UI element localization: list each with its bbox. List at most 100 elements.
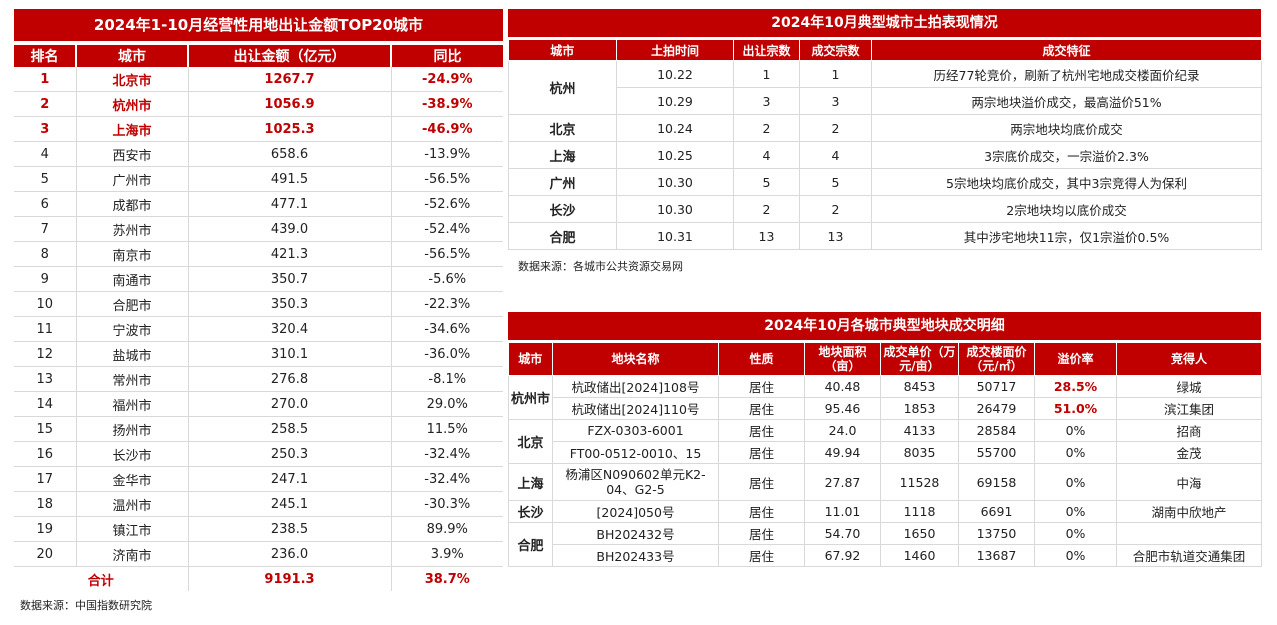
area-cell: 24.0 — [804, 419, 881, 442]
amount-cell: 658.6 — [188, 141, 392, 167]
floor-price-cell: 50717 — [958, 375, 1035, 398]
sold-count-cell: 3 — [799, 87, 872, 115]
top20-row: 4 西安市 658.6 -13.9% — [14, 141, 503, 167]
auction-table: 城市 土拍时间 出让宗数 成交宗数 成交特征 杭州 10.22 1 1 历经77轮竞价，… — [508, 40, 1262, 250]
amount-cell: 1267.7 — [188, 67, 392, 92]
floor-price-cell: 6691 — [958, 500, 1035, 523]
plot-city-cell: 北京 — [508, 419, 553, 464]
yoy-cell: -52.6% — [391, 191, 503, 217]
unit-price-cell: 1118 — [880, 500, 959, 523]
area-cell: 40.48 — [804, 375, 881, 398]
auction-date-cell: 10.30 — [616, 168, 734, 196]
header-premium-rate: 溢价率 — [1034, 343, 1117, 376]
auction-row: 广州 10.30 5 5 5宗地块均底价成交，其中3宗竞得人为保利 — [508, 168, 1262, 196]
floor-price-cell: 13687 — [958, 544, 1035, 567]
top20-header-row: 排名 城市 出让金额（亿元） 同比 — [14, 45, 503, 67]
floor-price-cell: 55700 — [958, 441, 1035, 464]
rank-cell: 8 — [14, 241, 77, 267]
offered-count-cell: 13 — [733, 222, 800, 250]
sold-count-cell: 2 — [799, 195, 872, 223]
auction-date-cell: 10.22 — [616, 60, 734, 88]
unit-price-cell: 1650 — [880, 522, 959, 545]
yoy-cell: 11.5% — [391, 416, 503, 442]
right-top-source-note: 数据来源：各城市公共资源交易网 — [518, 260, 683, 273]
plot-city-cell: 长沙 — [508, 500, 553, 523]
winner-cell: 金茂 — [1116, 441, 1262, 464]
winner-cell: 招商 — [1116, 419, 1262, 442]
top20-row: 14 福州市 270.0 29.0% — [14, 391, 503, 417]
yoy-cell: -56.5% — [391, 166, 503, 192]
city-cell: 成都市 — [76, 191, 189, 217]
header-sold-count: 成交宗数 — [799, 40, 872, 61]
top20-row: 6 成都市 477.1 -52.6% — [14, 191, 503, 217]
unit-price-cell: 8453 — [880, 375, 959, 398]
amount-cell: 250.3 — [188, 441, 392, 467]
auction-city-cell: 杭州 — [508, 60, 617, 115]
plot-name-cell: FZX-0303-6001 — [552, 419, 719, 442]
header-rank: 排名 — [14, 45, 77, 67]
auction-row: 合肥 10.31 13 13 其中涉宅地块11宗，仅1宗溢价0.5% — [508, 222, 1262, 250]
plot-name-cell: 杭政储出[2024]110号 — [552, 397, 719, 420]
city-cell: 扬州市 — [76, 416, 189, 442]
yoy-cell: -36.0% — [391, 341, 503, 367]
left-source-note: 数据来源：中国指数研究院 — [20, 599, 152, 612]
top20-row: 17 金华市 247.1 -32.4% — [14, 466, 503, 492]
rank-cell: 19 — [14, 516, 77, 542]
yoy-cell: 89.9% — [391, 516, 503, 542]
city-cell: 宁波市 — [76, 316, 189, 342]
amount-cell: 245.1 — [188, 491, 392, 517]
plot-table: 城市 地块名称 性质 地块面积（亩） 成交单价（万元/亩） 成交楼面价（元/㎡）… — [508, 343, 1262, 567]
area-cell: 11.01 — [804, 500, 881, 523]
area-cell: 67.92 — [804, 544, 881, 567]
top20-row: 7 苏州市 439.0 -52.4% — [14, 216, 503, 242]
top20-row: 20 济南市 236.0 3.9% — [14, 541, 503, 567]
premium-rate-cell: 0% — [1034, 500, 1117, 523]
nature-cell: 居住 — [718, 463, 805, 501]
auction-row: 北京 10.24 2 2 两宗地块均底价成交 — [508, 114, 1262, 142]
nature-cell: 居住 — [718, 522, 805, 545]
total-amount: 9191.3 — [188, 566, 392, 591]
nature-cell: 居住 — [718, 500, 805, 523]
plot-row: FT00-0512-0010、15 居住 49.94 8035 55700 0% 金茂 — [509, 441, 1262, 464]
plot-table-body: 杭州市 杭政储出[2024]108号 居住 40.48 8453 50717 28.5% 绿城… — [508, 375, 1262, 567]
plot-table-title: 2024年10月各城市典型地块成交明细 — [508, 312, 1261, 340]
yoy-cell: -38.9% — [391, 91, 503, 117]
top20-total-row: 合计 9191.3 38.7% — [14, 566, 503, 591]
nature-cell: 居住 — [718, 544, 805, 567]
features-cell: 历经77轮竞价，刷新了杭州宅地成交楼面价纪录 — [871, 60, 1262, 88]
rank-cell: 9 — [14, 266, 77, 292]
yoy-cell: -56.5% — [391, 241, 503, 267]
floor-price-cell: 26479 — [958, 397, 1035, 420]
amount-cell: 1056.9 — [188, 91, 392, 117]
city-cell: 苏州市 — [76, 216, 189, 242]
city-cell: 西安市 — [76, 141, 189, 167]
area-cell: 54.70 — [804, 522, 881, 545]
header-amount: 出让金额（亿元） — [188, 45, 392, 67]
plot-name-cell: 杨浦区N090602单元K2-04、G2-5 — [552, 463, 719, 501]
winner-cell: 滨江集团 — [1116, 397, 1262, 420]
rank-cell: 12 — [14, 341, 77, 367]
floor-price-cell: 13750 — [958, 522, 1035, 545]
yoy-cell: -52.4% — [391, 216, 503, 242]
city-cell: 济南市 — [76, 541, 189, 567]
city-cell: 镇江市 — [76, 516, 189, 542]
amount-cell: 270.0 — [188, 391, 392, 417]
auction-row: 杭州 10.22 1 1 历经77轮竞价，刷新了杭州宅地成交楼面价纪录 — [508, 60, 1262, 115]
rank-cell: 15 — [14, 416, 77, 442]
amount-cell: 236.0 — [188, 541, 392, 567]
top20-table: 排名 城市 出让金额（亿元） 同比 1 北京市 1267.7 -24.9% 2 杭州市 10… — [14, 45, 503, 591]
city-cell: 杭州市 — [76, 91, 189, 117]
amount-cell: 350.3 — [188, 291, 392, 317]
offered-count-cell: 2 — [733, 195, 800, 223]
auction-city-cell: 合肥 — [508, 222, 617, 250]
header-winner: 竞得人 — [1116, 343, 1262, 376]
top20-row: 13 常州市 276.8 -8.1% — [14, 366, 503, 392]
premium-rate-cell: 0% — [1034, 544, 1117, 567]
nature-cell: 居住 — [718, 375, 805, 398]
auction-row: 10.29 3 3 两宗地块溢价成交，最高溢价51% — [509, 87, 1262, 115]
offered-count-cell: 1 — [733, 60, 800, 88]
header-auction-date: 土拍时间 — [616, 40, 734, 61]
rank-cell: 2 — [14, 91, 77, 117]
plot-row: 上海 杨浦区N090602单元K2-04、G2-5 居住 27.87 11528 6915… — [508, 463, 1262, 501]
top20-row: 3 上海市 1025.3 -46.9% — [14, 116, 503, 142]
